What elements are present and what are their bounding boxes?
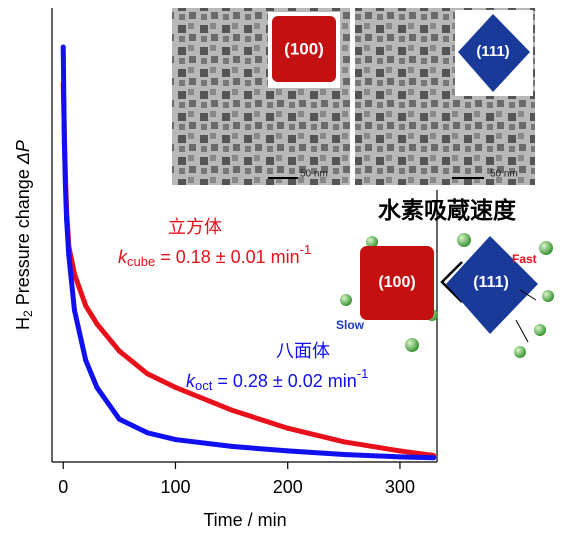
x-tick-label: 300 — [385, 477, 415, 497]
h2-sphere — [405, 338, 419, 352]
data-point — [66, 253, 71, 258]
y-axis-label: H2 Pressure change ΔP — [13, 140, 35, 330]
series-label: 八面体 — [276, 341, 330, 361]
scale-label: 50 nm — [300, 169, 328, 180]
data-point — [229, 408, 234, 413]
data-point — [145, 430, 150, 435]
k-sub: oct — [195, 378, 213, 393]
data-point — [431, 455, 436, 460]
data-point — [341, 452, 346, 457]
data-point — [61, 45, 66, 50]
data-point — [94, 321, 99, 326]
y-label-symbol: ΔP — [13, 140, 33, 165]
k-sup: -1 — [357, 366, 369, 381]
x-axis-label: Time / min — [203, 510, 286, 530]
data-point — [285, 448, 290, 453]
h2-sphere — [539, 241, 553, 255]
k-sup: -1 — [300, 242, 312, 257]
arrow — [516, 320, 528, 342]
h2-sphere — [542, 290, 554, 302]
data-point — [63, 185, 68, 190]
scheme: (100) (111) Fast Slow — [336, 233, 554, 358]
data-point — [117, 349, 122, 354]
data-point — [397, 448, 402, 453]
data-point — [72, 308, 77, 313]
facet-label: (100) — [378, 274, 415, 291]
fast-label: Fast — [512, 252, 537, 266]
data-point — [94, 385, 99, 390]
y-label-rest: Pressure change — [13, 164, 33, 310]
k-value: = 0.28 ± 0.02 min — [212, 371, 356, 391]
data-point — [229, 444, 234, 449]
data-point — [117, 417, 122, 422]
facet-label: (100) — [284, 39, 324, 58]
data-point — [83, 358, 88, 363]
rate-label: koct = 0.28 ± 0.02 min-1 — [186, 366, 368, 393]
data-point — [173, 385, 178, 390]
data-point — [285, 426, 290, 431]
data-point — [145, 371, 150, 376]
k-sub: cube — [127, 254, 155, 269]
k-value: = 0.18 ± 0.01 min — [155, 247, 299, 267]
data-point — [173, 437, 178, 442]
series-label: 立方体 — [168, 217, 222, 237]
x-tick-label: 100 — [160, 477, 190, 497]
data-point — [83, 303, 88, 308]
x-tick-label: 200 — [273, 477, 303, 497]
data-point — [64, 217, 69, 222]
y-label-main: H — [13, 317, 33, 330]
scale-label: 50 nm — [490, 169, 518, 180]
data-point — [62, 140, 67, 145]
h2-sphere — [514, 346, 526, 358]
x-tick-label: 0 — [58, 477, 68, 497]
h2-sphere — [457, 233, 471, 247]
facet-label: (111) — [476, 43, 509, 60]
facet-label: (111) — [473, 274, 509, 291]
heading: 水素吸蔵速度 — [378, 197, 517, 223]
data-point — [341, 439, 346, 444]
data-point — [397, 454, 402, 459]
rate-label: kcube = 0.18 ± 0.01 min-1 — [118, 242, 311, 269]
figure: Time / min H2 Pressure change ΔP 50 nm 5… — [0, 0, 571, 533]
slow-label: Slow — [336, 318, 365, 332]
h2-sphere — [340, 294, 352, 306]
h2-sphere — [534, 324, 546, 336]
